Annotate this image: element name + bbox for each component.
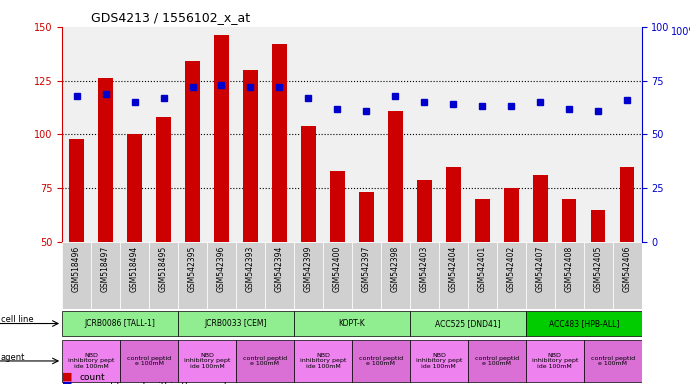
Bar [504,188,519,349]
Text: GSM542403: GSM542403 [420,245,429,292]
Bar [157,117,171,349]
Text: control peptid
e 100mM: control peptid e 100mM [475,356,519,366]
Bar [533,175,548,349]
Text: GSM542408: GSM542408 [564,245,574,291]
Bar [120,242,149,309]
Text: GSM542394: GSM542394 [275,245,284,292]
Bar [294,242,323,309]
Text: count: count [79,373,105,382]
Bar [178,311,294,336]
Text: GSM542393: GSM542393 [246,245,255,292]
Text: control peptid
e 100mM: control peptid e 100mM [243,356,287,366]
Text: control peptid
e 100mM: control peptid e 100mM [127,356,171,366]
Bar [555,242,584,309]
Bar [331,171,345,349]
Bar [265,242,294,309]
Text: GSM542397: GSM542397 [362,245,371,292]
Text: GSM518494: GSM518494 [130,245,139,291]
Text: GSM542407: GSM542407 [535,245,545,292]
Text: NBD
inhibitory pept
ide 100mM: NBD inhibitory pept ide 100mM [68,353,115,369]
Bar [62,242,91,309]
Bar [302,126,316,349]
Bar [497,242,526,309]
Text: ACC525 [DND41]: ACC525 [DND41] [435,319,501,328]
Text: agent: agent [1,353,25,362]
Bar [294,340,352,382]
Bar [562,199,577,349]
Bar [468,242,497,309]
Text: GSM542395: GSM542395 [188,245,197,292]
Text: control peptid
e 100mM: control peptid e 100mM [591,356,635,366]
Bar [584,340,642,382]
Bar [526,242,555,309]
Bar [591,210,606,349]
Bar [352,340,410,382]
Text: GSM518495: GSM518495 [159,245,168,291]
Bar [62,340,120,382]
Bar [178,340,236,382]
Bar [446,167,461,349]
Bar [475,199,490,349]
Text: 100%: 100% [671,27,690,37]
Bar [526,311,642,336]
Bar [613,242,642,309]
Bar [69,139,84,349]
Text: GSM542399: GSM542399 [304,245,313,292]
Text: GSM542401: GSM542401 [477,245,487,291]
Bar [207,242,236,309]
Bar [294,311,410,336]
Text: ■: ■ [62,372,72,382]
Text: NBD
inhibitory pept
ide 100mM: NBD inhibitory pept ide 100mM [184,353,230,369]
Text: JCRB0086 [TALL-1]: JCRB0086 [TALL-1] [85,319,155,328]
Bar [468,340,526,382]
Bar [359,192,374,349]
Text: GSM542405: GSM542405 [593,245,603,292]
Bar [410,311,526,336]
Text: GSM542402: GSM542402 [506,245,516,291]
Bar [91,242,120,309]
Bar [526,340,584,382]
Text: NBD
inhibitory pept
ide 100mM: NBD inhibitory pept ide 100mM [415,353,462,369]
Text: GSM542398: GSM542398 [391,245,400,291]
Bar [244,70,258,349]
Text: percentile rank within the sample: percentile rank within the sample [79,382,233,384]
Text: ACC483 [HPB-ALL]: ACC483 [HPB-ALL] [549,319,619,328]
Bar [620,167,635,349]
Bar [410,340,468,382]
Bar [388,111,403,349]
Bar [584,242,613,309]
Bar [99,78,113,349]
Text: JCRB0033 [CEM]: JCRB0033 [CEM] [205,319,267,328]
Text: GSM518496: GSM518496 [72,245,81,291]
Bar [323,242,352,309]
Text: cell line: cell line [1,315,33,324]
Text: GSM518497: GSM518497 [101,245,110,291]
Bar [439,242,468,309]
Bar [417,180,432,349]
Bar [128,134,142,349]
Text: NBD
inhibitory pept
ide 100mM: NBD inhibitory pept ide 100mM [299,353,346,369]
Bar [236,242,265,309]
Bar [410,242,439,309]
Bar [120,340,178,382]
Text: GSM542396: GSM542396 [217,245,226,292]
Text: GSM542406: GSM542406 [622,245,632,292]
Text: ■: ■ [62,381,72,384]
Bar [62,311,178,336]
Text: GSM542404: GSM542404 [448,245,458,292]
Text: GDS4213 / 1556102_x_at: GDS4213 / 1556102_x_at [91,11,250,24]
Bar [236,340,294,382]
Bar [215,35,229,349]
Bar [178,242,207,309]
Text: GSM542400: GSM542400 [333,245,342,292]
Text: NBD
inhibitory pept
ide 100mM: NBD inhibitory pept ide 100mM [531,353,578,369]
Text: KOPT-K: KOPT-K [339,319,365,328]
Bar [352,242,381,309]
Bar [149,242,178,309]
Bar [185,61,200,349]
Text: control peptid
e 100mM: control peptid e 100mM [359,356,403,366]
Bar [381,242,410,309]
Bar [273,44,287,349]
